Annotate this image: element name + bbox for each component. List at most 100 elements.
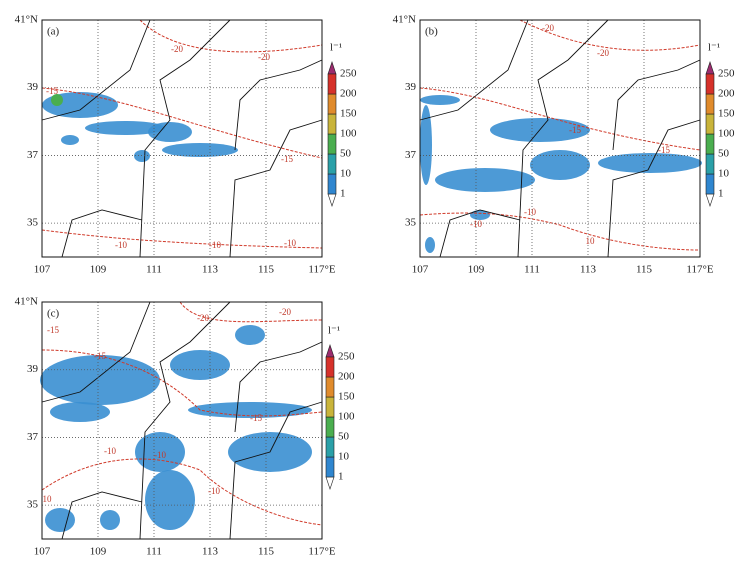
- panel-label: (c): [47, 308, 60, 320]
- x-tick-label: 107: [34, 264, 51, 276]
- y-tick-label: 39: [27, 363, 39, 375]
- y-tick-label: 41°N: [15, 296, 38, 308]
- x-tick-label: 113: [202, 264, 219, 276]
- colorbar-unit: l⁻¹: [330, 42, 342, 54]
- y-tick-label: 41°N: [15, 14, 38, 26]
- colorbar-box: [325, 436, 335, 458]
- contour-label: -10: [115, 240, 127, 250]
- colorbar-unit: l⁻¹: [328, 325, 340, 337]
- plot-frame: [419, 19, 701, 258]
- colorbar-box: [327, 113, 337, 135]
- contour-label: -15: [658, 145, 670, 155]
- colorbar-label: 250: [338, 351, 355, 363]
- contour-label: -20: [258, 52, 270, 62]
- colorbar-label: 10: [340, 168, 352, 180]
- contour-label: -20: [597, 48, 609, 58]
- contour-label: -15: [281, 154, 293, 164]
- y-tick-label: 35: [27, 499, 39, 511]
- colorbar-bottom: [325, 476, 335, 490]
- x-tick-label: 109: [90, 546, 107, 558]
- panel-label: (a): [47, 26, 60, 38]
- colorbar-box: [327, 173, 337, 195]
- x-tick-label: 117°E: [308, 264, 335, 276]
- colorbar-label: 200: [718, 88, 735, 100]
- colorbar-top: [325, 344, 335, 358]
- plot-frame: [41, 301, 323, 540]
- contour-label: -10: [154, 450, 166, 460]
- colorbar-box: [705, 73, 715, 95]
- colorbar-box: [325, 356, 335, 378]
- colorbar-label: 250: [718, 68, 735, 80]
- contour-label: -15: [47, 325, 59, 335]
- colorbar-bottom: [705, 193, 715, 207]
- y-tick-label: 39: [405, 81, 417, 93]
- contour-label: -10: [208, 486, 220, 496]
- colorbar-box: [327, 153, 337, 175]
- panel-a-field: [41, 19, 323, 249]
- contour-label: -15: [250, 413, 262, 423]
- colorbar-box: [327, 73, 337, 95]
- colorbar-box: [327, 93, 337, 115]
- colorbar-unit: l⁻¹: [708, 42, 720, 54]
- colorbar-box: [327, 133, 337, 155]
- colorbar-label: 1: [338, 471, 344, 483]
- colorbar-top: [705, 61, 715, 75]
- colorbar-label: 150: [718, 108, 735, 120]
- panel-label: (b): [425, 26, 438, 38]
- colorbar-box: [705, 133, 715, 155]
- contour-label: -20: [542, 23, 554, 33]
- x-tick-label: 107: [412, 264, 429, 276]
- contour-label: -10: [209, 240, 221, 250]
- colorbar-box: [325, 416, 335, 438]
- contour-label: -20: [197, 313, 209, 323]
- colorbar-label: 1: [718, 188, 724, 200]
- x-tick-label: 109: [468, 264, 485, 276]
- colorbar-label: 50: [340, 148, 352, 160]
- x-tick-label: 115: [258, 264, 275, 276]
- colorbar-label: 200: [340, 88, 357, 100]
- x-tick-label: 117°E: [686, 264, 713, 276]
- colorbar-box: [705, 153, 715, 175]
- colorbar-label: 150: [338, 391, 355, 403]
- x-tick-label: 111: [146, 264, 162, 276]
- contour-label: -15: [94, 351, 106, 361]
- panel-b-field: [419, 19, 702, 253]
- colorbar-box: [705, 173, 715, 195]
- colorbar-box: [705, 93, 715, 115]
- y-tick-label: 37: [27, 149, 39, 161]
- x-tick-label: 113: [202, 546, 219, 558]
- y-tick-label: 37: [405, 149, 417, 161]
- plot-frame: [41, 19, 323, 258]
- contour-label: -20: [171, 44, 183, 54]
- colorbar-label: 150: [340, 108, 357, 120]
- colorbar-box: [325, 376, 335, 398]
- contour-label: -15: [46, 86, 58, 96]
- contour-label: -10: [470, 219, 482, 229]
- y-tick-label: 37: [27, 431, 39, 443]
- contour-label: -15: [569, 125, 581, 135]
- y-tick-label: 39: [27, 81, 39, 93]
- colorbar-label: 10: [338, 451, 350, 463]
- colorbar-label: 100: [340, 128, 357, 140]
- colorbar-box: [325, 396, 335, 418]
- colorbar-label: 50: [718, 148, 730, 160]
- colorbar-top: [327, 61, 337, 75]
- x-tick-label: 115: [258, 546, 275, 558]
- x-tick-label: 109: [90, 264, 107, 276]
- colorbar-label: 50: [338, 431, 350, 443]
- x-tick-label: 115: [636, 264, 653, 276]
- panel-c-field: [40, 301, 323, 532]
- colorbar-label: 200: [338, 371, 355, 383]
- x-tick-label: 111: [524, 264, 540, 276]
- x-tick-label: 111: [146, 546, 162, 558]
- colorbar-label: 100: [338, 411, 355, 423]
- y-tick-label: 35: [405, 217, 417, 229]
- colorbar-box: [325, 456, 335, 478]
- contour-label: 10: [586, 236, 596, 246]
- colorbar-label: 10: [718, 168, 730, 180]
- y-tick-label: 41°N: [393, 14, 416, 26]
- colorbar-bottom: [327, 193, 337, 207]
- x-tick-label: 117°E: [308, 546, 335, 558]
- colorbar-box: [705, 113, 715, 135]
